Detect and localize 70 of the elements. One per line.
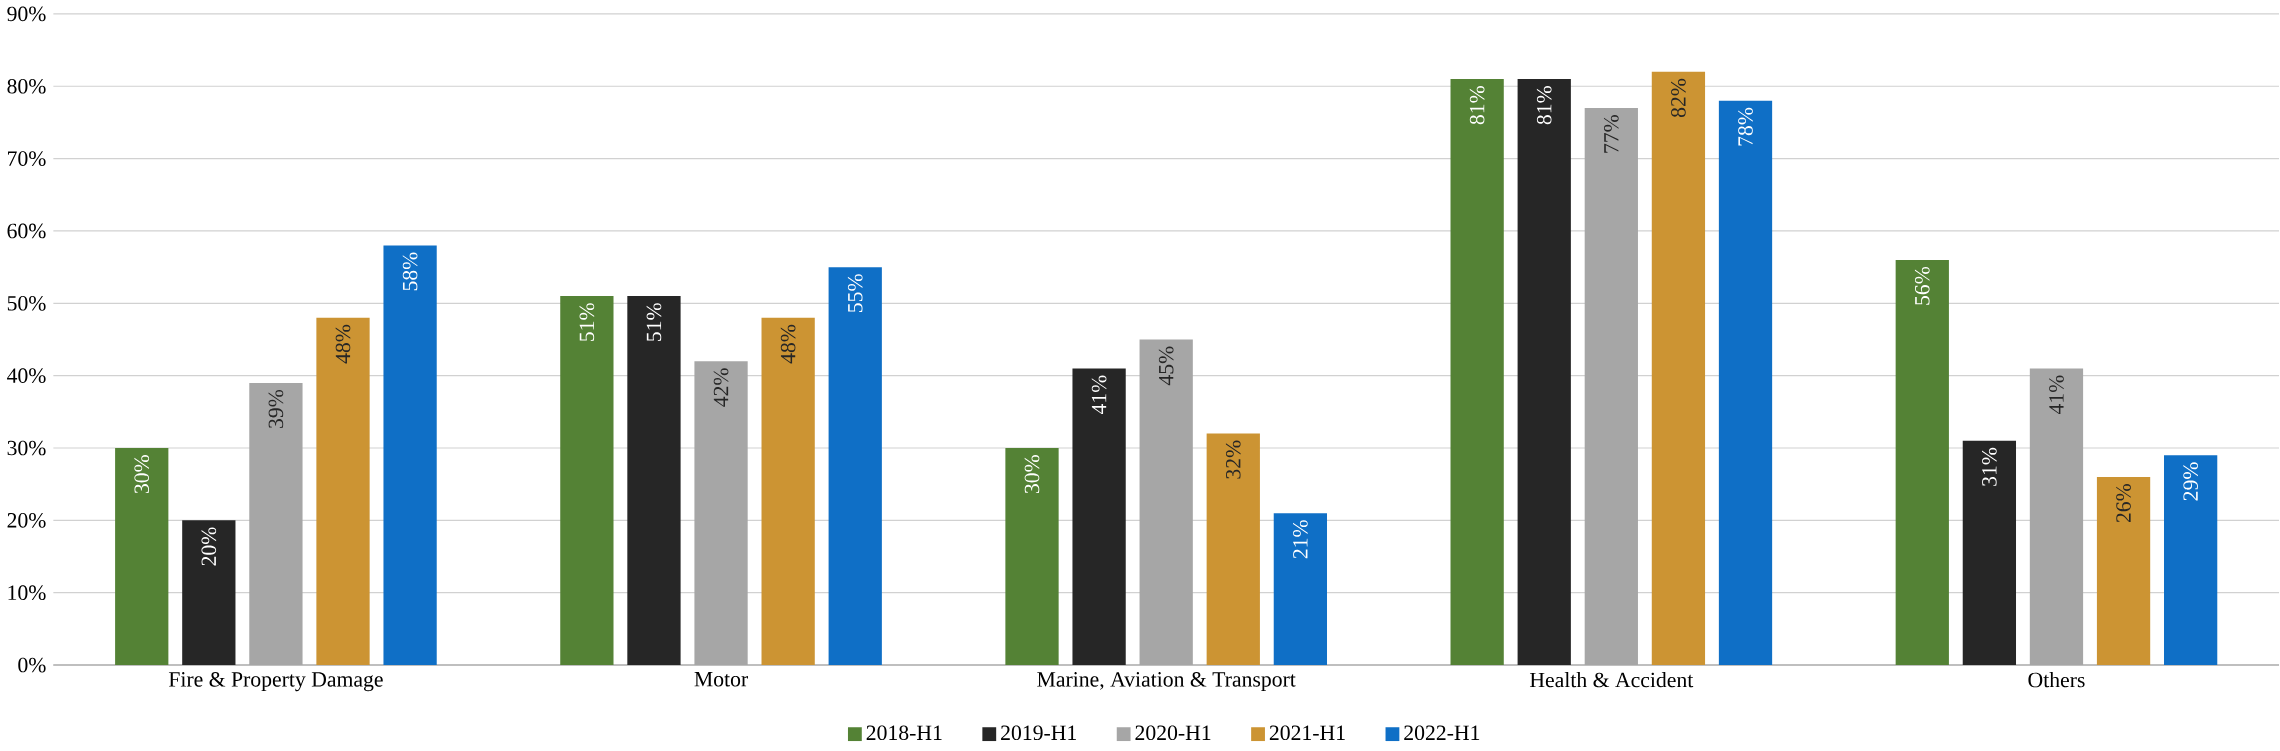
text: 81% [1536,86,1552,125]
bar [383,245,437,666]
x-tick-label: Marine, Aviation & Transport [1037,672,1296,692]
bar [2164,455,2218,666]
text: 55% [847,274,863,313]
bar [316,317,370,666]
bar [1139,339,1193,666]
bar [1072,368,1126,666]
x-tick-label: Motor [694,672,748,687]
text: 20% [201,527,217,566]
bar [1273,513,1328,666]
y-tick-label: 70% [8,151,46,167]
bar [1584,108,1638,666]
y-tick-label: 50% [7,296,46,311]
bar [1962,440,2017,666]
bar [1005,448,1059,666]
bar [627,296,681,666]
text: 41% [2049,375,2064,415]
text: 51% [646,303,662,342]
text: 42% [713,368,729,407]
text: 21% [1293,520,1308,559]
bar [2096,477,2151,666]
y-tick-label: 40% [7,368,46,384]
bar [1450,79,1504,666]
text: 77% [1603,115,1619,153]
legend-label: 2020-H1 [1135,725,1211,741]
text: 39% [268,390,284,429]
text: 30% [134,455,150,494]
text: 58% [402,252,418,291]
legend-label: 2018-H1 [866,725,942,741]
y-tick-label: 60% [7,223,46,239]
bar [115,448,169,666]
y-tick-label: 20% [7,513,46,528]
bar [1895,260,1949,666]
y-tick-label: 10% [8,585,46,601]
bar [560,296,614,666]
y-tick-label: 90% [7,6,46,22]
legend-label: 2021-H1 [1269,725,1345,741]
bar [694,361,748,666]
bar [1206,433,1260,666]
text: 41% [1091,375,1107,415]
bar [828,267,882,666]
text: 26% [2116,484,2131,523]
text: 82% [1671,78,1686,118]
y-tick-label: 0% [18,657,46,673]
text: 51% [579,303,595,342]
x-tick-label: Health & Accident [1529,672,1694,688]
bar [2029,368,2084,666]
text: 48% [780,324,796,364]
text: 45% [1158,346,1174,386]
text: 32% [1225,440,1241,479]
legend-label: 2022-H1 [1404,725,1480,741]
y-tick-label: 80% [7,79,46,94]
text: 30% [1024,455,1040,494]
text: 78% [1738,107,1753,146]
bar [1517,79,1571,666]
bar [1651,71,1706,666]
bar [249,383,303,666]
text: 56% [1914,267,1930,305]
text: 81% [1469,86,1485,125]
bar [1718,100,1773,666]
bar [182,520,236,666]
text: 31% [1982,447,1997,486]
legend-label: 2019-H1 [1001,725,1076,741]
text: 48% [335,324,351,364]
bar [761,317,815,666]
y-tick-label: 30% [7,440,46,456]
text: 29% [2183,462,2198,501]
x-tick-label: Fire & Property Damage [168,672,383,692]
x-tick-label: Others [2028,672,2085,688]
